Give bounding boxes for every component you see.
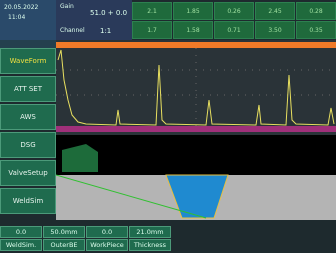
- menu-button[interactable]: DSG: [0, 132, 56, 158]
- menu-top: [0, 40, 56, 48]
- footer-label[interactable]: WorkPiece: [86, 239, 128, 251]
- header-cell: 0.35: [296, 21, 336, 39]
- footer-value: 0.0: [0, 226, 42, 238]
- display: [56, 40, 336, 225]
- footer-value: 50.0mm: [43, 226, 85, 238]
- footer-value: 21.0mm: [129, 226, 171, 238]
- page: 20.05.2022 11:04 Gain 51.0 + 0.0 Channel…: [0, 0, 336, 253]
- header-cell: 1.7: [132, 21, 172, 39]
- menu-button[interactable]: AWS: [0, 104, 56, 130]
- header-cell: 3.50: [255, 21, 295, 39]
- footer-label[interactable]: Thickness: [129, 239, 171, 251]
- date: 20.05.2022: [4, 4, 38, 11]
- footer-label[interactable]: OuterBE: [43, 239, 85, 251]
- header-cell: 1.58: [173, 21, 213, 39]
- header-cell: 0.26: [214, 2, 254, 20]
- footer-label[interactable]: WeldSim.: [0, 239, 42, 251]
- menu-button[interactable]: ValveSetup: [0, 160, 56, 186]
- footer-value: 0.0: [86, 226, 128, 238]
- header-cell: 2.1: [132, 2, 172, 20]
- menu-button[interactable]: WaveForm: [0, 48, 56, 74]
- header-cell: 1.85: [173, 2, 213, 20]
- status-box: 20.05.2022 11:04: [0, 0, 56, 40]
- header-cell: 0.28: [296, 2, 336, 20]
- header-cell: 2.45: [255, 2, 295, 20]
- time: 11:04: [8, 14, 25, 21]
- menu-button[interactable]: ATT SET: [0, 76, 56, 102]
- menu-button[interactable]: WeldSim: [0, 188, 56, 214]
- gain: 51.0 + 0.0: [90, 9, 127, 17]
- channel: 1:1: [100, 27, 111, 35]
- gain-label: Gain: [60, 3, 74, 10]
- gain-box: Gain 51.0 + 0.0 Channel 1:1: [56, 0, 132, 40]
- header-cell: 0.71: [214, 21, 254, 39]
- channel-label: Channel: [60, 27, 85, 34]
